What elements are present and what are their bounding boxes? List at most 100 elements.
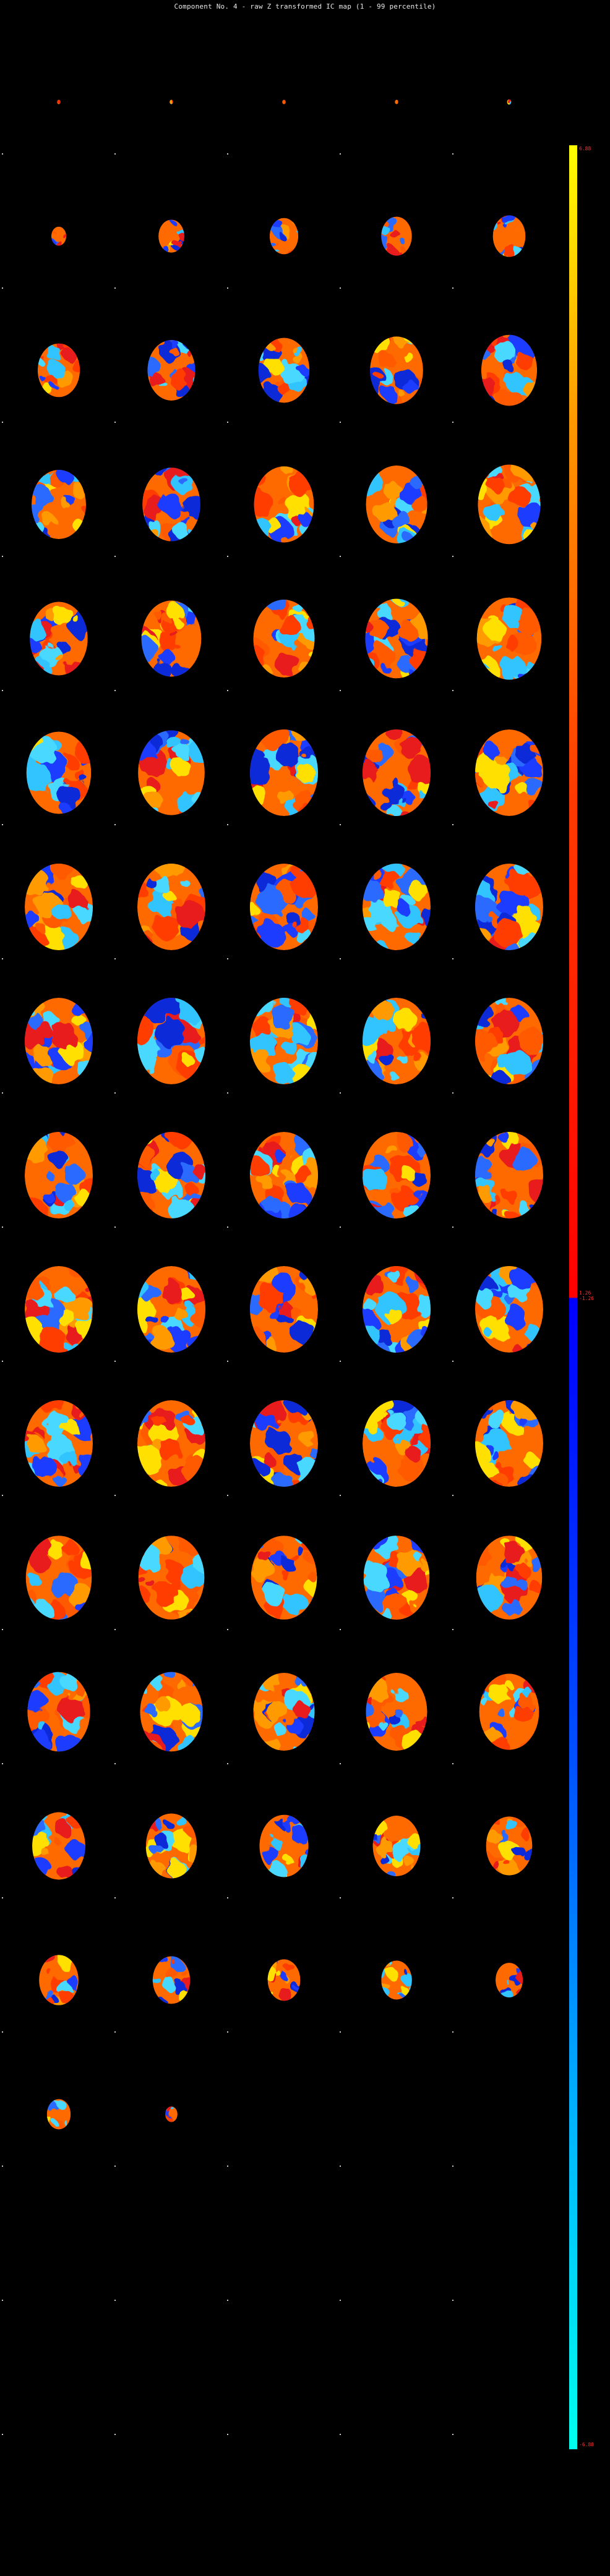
brain-slice — [366, 465, 427, 543]
slice-marker — [452, 1763, 453, 1764]
slice-marker — [340, 287, 341, 289]
brain-slice — [138, 1536, 205, 1620]
slice-marker — [227, 2300, 228, 2301]
slice-marker — [2, 1763, 3, 1764]
slice-marker — [114, 1897, 116, 1898]
slice-marker — [340, 1763, 341, 1764]
slice-marker — [2, 958, 3, 959]
brain-slice — [140, 1672, 203, 1752]
slice-marker — [2, 287, 3, 289]
slice-marker — [227, 422, 228, 423]
slice-marker — [340, 2166, 341, 2167]
slice-marker — [227, 1495, 228, 1496]
colorbar — [569, 145, 577, 2449]
brain-slice — [250, 864, 318, 950]
slice-marker — [452, 690, 453, 691]
slice-marker — [340, 556, 341, 557]
slice-marker — [227, 958, 228, 959]
brain-slice — [475, 1400, 543, 1487]
slice-marker — [340, 2434, 341, 2435]
slice-marker — [340, 1897, 341, 1898]
slice-marker — [340, 153, 341, 155]
brain-slice — [30, 601, 88, 676]
brain-slice — [250, 1400, 318, 1487]
brain-slice — [51, 226, 67, 246]
slice-marker — [452, 2434, 453, 2435]
brain-slice — [476, 1536, 543, 1620]
brain-slice — [27, 1672, 90, 1752]
slice-marker — [114, 2300, 116, 2301]
brain-slice — [165, 2106, 178, 2122]
slice-marker — [2, 2434, 3, 2435]
slice-marker — [227, 824, 228, 825]
slice-marker — [2, 824, 3, 825]
brain-slice — [250, 729, 318, 816]
brain-slice — [496, 1963, 523, 1997]
brain-slice — [32, 1812, 85, 1880]
brain-slice — [370, 336, 423, 404]
slice-marker — [340, 824, 341, 825]
slice-marker — [114, 1629, 116, 1630]
brain-slice — [137, 864, 205, 950]
slice-marker — [340, 1092, 341, 1094]
slice-marker — [452, 958, 453, 959]
slice-marker — [227, 153, 228, 155]
slice-marker — [227, 1629, 228, 1630]
slice-marker — [452, 1897, 453, 1898]
brain-slice — [475, 1132, 543, 1218]
brain-slice — [492, 215, 526, 257]
slice-marker — [340, 1629, 341, 1630]
brain-slice — [363, 729, 431, 816]
brain-slice — [366, 1673, 427, 1751]
slice-marker — [114, 690, 116, 691]
brain-slice — [282, 100, 286, 104]
slice-marker — [452, 1092, 453, 1094]
brain-slice — [46, 2099, 71, 2130]
brain-slice — [137, 1132, 205, 1218]
brain-slice — [363, 998, 431, 1084]
slice-marker — [114, 1092, 116, 1094]
brain-slice — [253, 1673, 315, 1751]
brain-slice — [363, 1132, 431, 1218]
slice-marker — [2, 556, 3, 557]
brain-slice — [486, 1816, 533, 1876]
brain-slice — [250, 998, 318, 1084]
brain-slice — [25, 1266, 93, 1353]
brain-slice — [481, 334, 538, 406]
slice-marker — [227, 2031, 228, 2033]
slice-marker — [227, 1092, 228, 1094]
brain-slice — [507, 99, 512, 105]
brain-slice — [26, 731, 92, 814]
colorbar-max-label: 6.88 — [579, 146, 591, 151]
brain-slice — [269, 218, 299, 255]
brain-slice — [251, 1536, 317, 1620]
brain-slice — [253, 600, 315, 678]
brain-slice — [170, 100, 173, 104]
brain-slice — [145, 1813, 197, 1879]
slice-marker — [227, 287, 228, 289]
brain-slice — [363, 1400, 431, 1487]
slice-marker — [452, 1629, 453, 1630]
slice-marker — [114, 556, 116, 557]
slice-marker — [227, 1226, 228, 1228]
slice-marker — [340, 1226, 341, 1228]
slice-marker — [227, 1897, 228, 1898]
colorbar-min-label: -6.88 — [579, 2442, 595, 2447]
slice-marker — [452, 1361, 453, 1362]
figure-title: Component No. 4 - raw Z transformed IC m… — [174, 2, 436, 11]
slice-marker — [114, 1226, 116, 1228]
slice-marker — [340, 958, 341, 959]
slice-marker — [114, 2166, 116, 2167]
slice-marker — [452, 824, 453, 825]
slice-marker — [114, 153, 116, 155]
slice-marker — [114, 1763, 116, 1764]
brain-slice — [258, 338, 310, 403]
slice-marker — [2, 1361, 3, 1362]
slice-marker — [227, 2166, 228, 2167]
slice-marker — [452, 287, 453, 289]
slice-marker — [452, 556, 453, 557]
brain-slice — [381, 216, 412, 256]
slice-marker — [2, 2166, 3, 2167]
brain-slice — [147, 340, 195, 401]
slice-marker — [340, 2300, 341, 2301]
